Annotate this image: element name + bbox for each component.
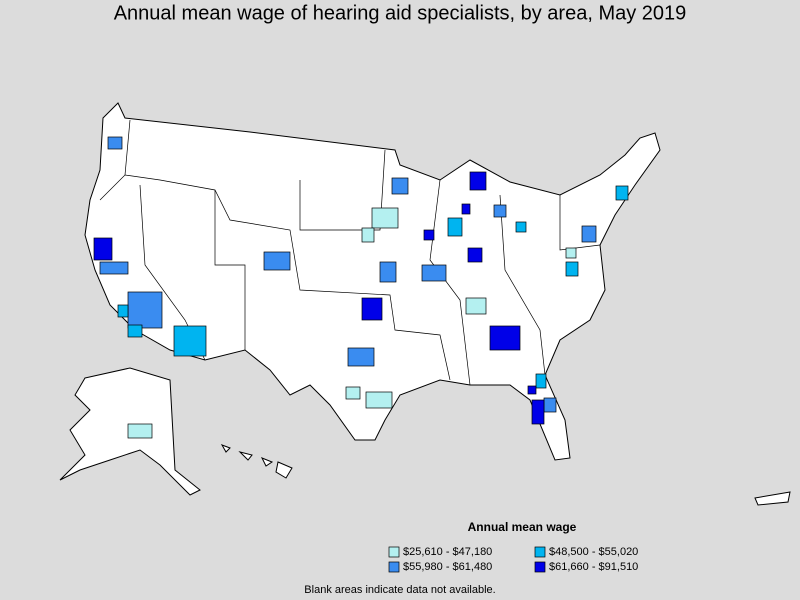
wage-area <box>423 229 435 241</box>
legend-label: $55,980 - $61,480 <box>403 561 492 573</box>
wage-area <box>379 261 397 283</box>
wage-area <box>527 385 537 395</box>
wage-area <box>493 204 507 218</box>
wage-area <box>127 291 163 329</box>
puerto-rico <box>754 491 791 506</box>
wage-area <box>93 237 113 261</box>
wage-area <box>469 171 487 191</box>
wage-area <box>581 225 597 243</box>
legend: $25,610 - $47,180 $48,500 - $55,020 $55,98… <box>388 546 638 573</box>
legend-label: $48,500 - $55,020 <box>549 546 638 558</box>
wage-area <box>361 297 383 321</box>
wage-area <box>361 227 375 243</box>
colored-areas <box>93 136 629 439</box>
wage-area <box>447 217 463 237</box>
wage-area <box>263 251 291 271</box>
hawaii <box>260 457 274 467</box>
hawaii <box>275 461 293 479</box>
wage-area <box>391 177 409 195</box>
wage-area <box>565 261 579 277</box>
state-borders <box>499 194 546 376</box>
legend-swatch <box>534 561 546 573</box>
state-borders <box>299 149 386 231</box>
hawaii <box>238 451 253 461</box>
wage-area <box>535 373 547 389</box>
legend-swatch <box>534 546 546 558</box>
wage-area <box>127 324 143 338</box>
wage-area <box>117 304 129 318</box>
contiguous-us <box>84 102 661 461</box>
wage-area <box>345 386 361 400</box>
map-title: Annual mean wage of hearing aid speciali… <box>114 2 687 24</box>
legend-swatch <box>388 561 400 573</box>
wage-area <box>347 347 375 367</box>
wage-area <box>127 423 153 439</box>
wage-area <box>173 325 207 357</box>
wage-area <box>371 207 399 229</box>
wage-area <box>515 221 527 233</box>
state-borders <box>214 190 246 350</box>
footnote: Blank areas indicate data not available. <box>304 584 495 596</box>
wage-area <box>461 203 471 215</box>
wage-area <box>365 391 393 409</box>
wage-area <box>531 399 545 425</box>
wage-area <box>489 325 521 351</box>
hawaii <box>220 444 231 453</box>
wage-area <box>421 264 447 282</box>
legend-swatch <box>388 546 400 558</box>
wage-area <box>615 185 629 201</box>
legend-label: $61,660 - $91,510 <box>549 561 638 573</box>
wage-area <box>107 136 123 150</box>
wage-area <box>543 397 557 413</box>
legend-label: $25,610 - $47,180 <box>403 546 492 558</box>
wage-area <box>467 247 483 263</box>
legend-title: Annual mean wage <box>468 520 577 534</box>
state-borders <box>559 195 601 251</box>
state-borders <box>124 174 451 381</box>
wage-area <box>565 247 577 259</box>
wage-area <box>99 261 129 275</box>
wage-area <box>465 297 487 315</box>
